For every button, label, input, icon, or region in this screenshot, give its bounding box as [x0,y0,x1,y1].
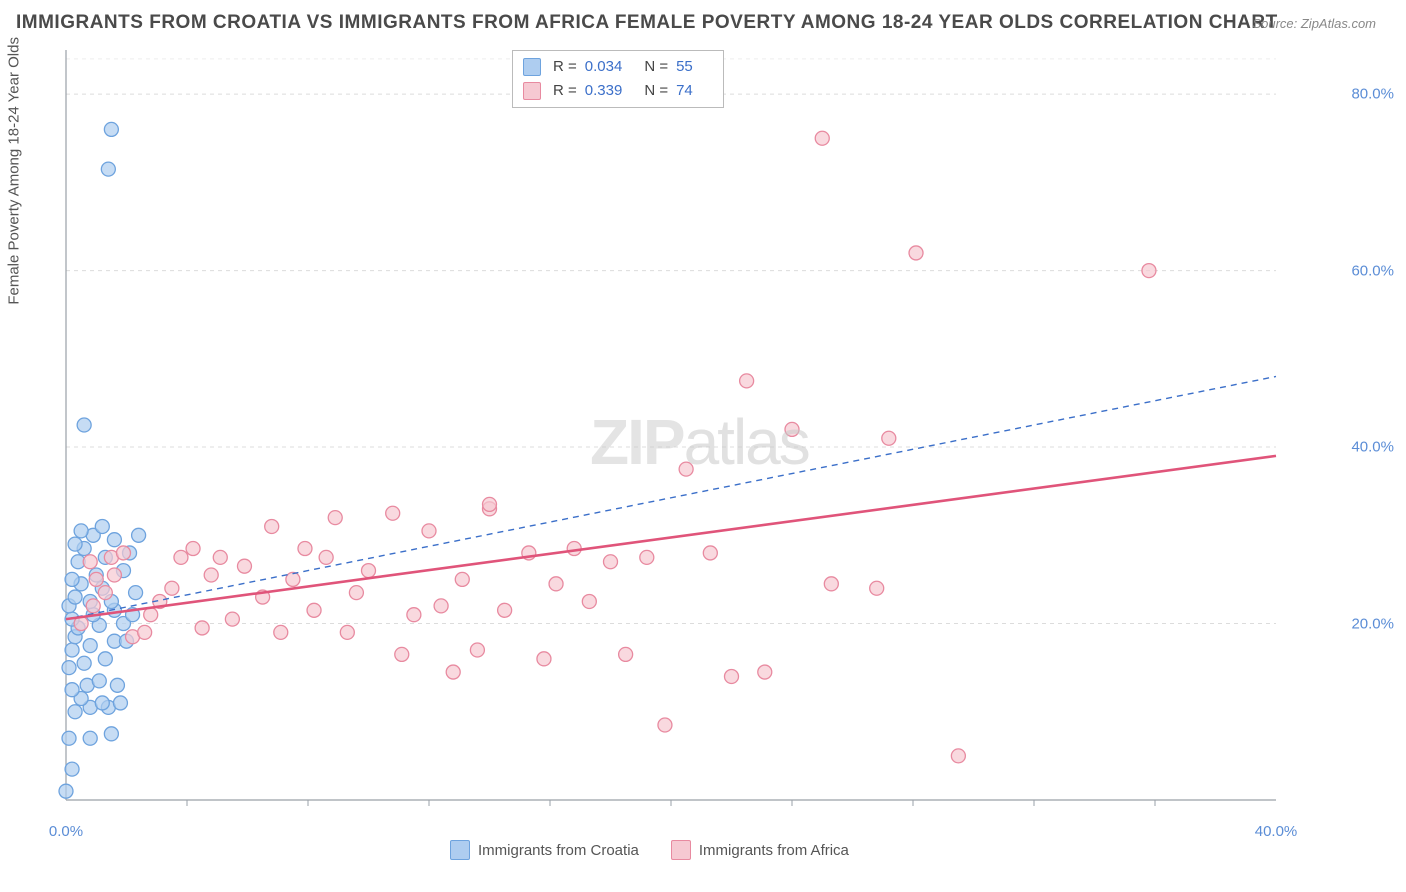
legend-label-africa: Immigrants from Africa [699,842,849,859]
stats-row-croatia: R = 0.034 N = 55 [523,55,707,79]
stats-legend-box: R = 0.034 N = 55 R = 0.339 N = 74 [512,50,724,108]
stat-r-label: R = [553,79,577,103]
y-tick-label: 80.0% [1351,86,1394,103]
stat-r-label: R = [553,55,577,79]
swatch-croatia [523,58,541,76]
stat-n-value-africa: 74 [676,79,693,103]
stat-n-label: N = [644,79,668,103]
legend-item-africa: Immigrants from Africa [671,840,849,860]
chart-title: IMMIGRANTS FROM CROATIA VS IMMIGRANTS FR… [16,12,1278,34]
x-tick-label: 0.0% [49,823,83,840]
bottom-legend: Immigrants from Croatia Immigrants from … [450,840,849,860]
legend-item-croatia: Immigrants from Croatia [450,840,639,860]
y-axis-label: Female Poverty Among 18-24 Year Olds [6,37,23,305]
stat-r-value-africa: 0.339 [585,79,623,103]
stat-r-value-croatia: 0.034 [585,55,623,79]
source-attribution: Source: ZipAtlas.com [1252,16,1376,31]
stat-n-value-croatia: 55 [676,55,693,79]
legend-label-croatia: Immigrants from Croatia [478,842,639,859]
scatter-plot [56,50,1336,820]
y-tick-label: 60.0% [1351,262,1394,279]
swatch-africa [671,840,691,860]
swatch-croatia [450,840,470,860]
x-tick-label: 40.0% [1255,823,1298,840]
chart-area [56,50,1336,820]
stats-row-africa: R = 0.339 N = 74 [523,79,707,103]
swatch-africa [523,82,541,100]
y-tick-label: 20.0% [1351,615,1394,632]
y-tick-label: 40.0% [1351,439,1394,456]
stat-n-label: N = [644,55,668,79]
